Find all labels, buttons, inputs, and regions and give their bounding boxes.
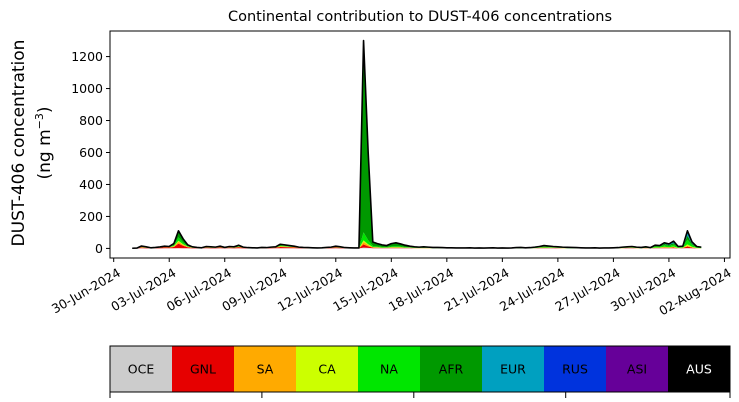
area-series-aus (132, 40, 702, 249)
chart-title: Continental contribution to DUST-406 con… (228, 9, 612, 25)
legend-swatch-oce (110, 346, 173, 392)
y-axis-unit-sup: −3 (33, 113, 46, 129)
legend-swatch-na (358, 346, 421, 392)
area-series-afr (132, 51, 702, 249)
area-series-gnl (132, 243, 702, 249)
legend-label-sa: SA (257, 362, 274, 377)
legend-label-oce: OCE (128, 362, 155, 377)
legend-label-afr: AFR (439, 362, 464, 377)
region-legend: OCE GNL SA CA NA AFR EUR RUS ASI AUS (109, 345, 731, 398)
legend-label-ca: CA (318, 362, 336, 377)
legend-swatch-aus (668, 346, 731, 392)
legend-label-rus: RUS (562, 362, 588, 377)
area-series-rus (132, 42, 702, 249)
stacked-areas (132, 40, 702, 249)
area-series-eur (132, 46, 702, 249)
legend-label-asi: ASI (627, 362, 647, 377)
y-axis-label: DUST-406 concentration (9, 40, 29, 247)
y-axis-unit-suffix: ) (35, 106, 55, 113)
legend-label-na: NA (380, 362, 398, 377)
y-tick-label: 1200 (71, 49, 103, 64)
area-series-asi (132, 41, 702, 249)
y-tick-label: 600 (79, 145, 103, 160)
legend-swatch-sa (234, 346, 297, 392)
legend-frame (109, 345, 731, 393)
total-outline (132, 39, 702, 250)
legend-swatch-ca (296, 346, 359, 392)
y-tick-label: 0 (95, 241, 103, 256)
legend-label-eur: EUR (500, 362, 526, 377)
legend-swatch-rus (544, 346, 607, 392)
y-tick-label: 200 (79, 209, 103, 224)
legend-label-aus: AUS (686, 362, 712, 377)
legend-swatch-asi (606, 346, 669, 392)
y-axis-unit-prefix: (ng m (35, 129, 55, 179)
legend-label-gnl: GNL (190, 362, 216, 377)
y-axis-unit: (ng m−3) (33, 106, 55, 179)
y-tick-label: 800 (79, 113, 103, 128)
area-series-oce (132, 247, 702, 249)
legend-swatch-afr (420, 346, 483, 392)
area-series-na (132, 232, 702, 249)
legend-swatch-eur (482, 346, 545, 392)
plot-frame (109, 30, 731, 259)
y-axis-ticks: 0 200 400 600 800 1000 1200 (71, 49, 110, 256)
y-tick-label: 400 (79, 177, 103, 192)
y-axis-label-main: DUST-406 concentration (9, 40, 29, 247)
legend-swatch-gnl (172, 346, 235, 392)
y-tick-label: 1000 (71, 81, 103, 96)
x-axis-ticks: 30-Jun-202403-Jul-202406-Jul-202409-Jul-… (49, 258, 734, 318)
